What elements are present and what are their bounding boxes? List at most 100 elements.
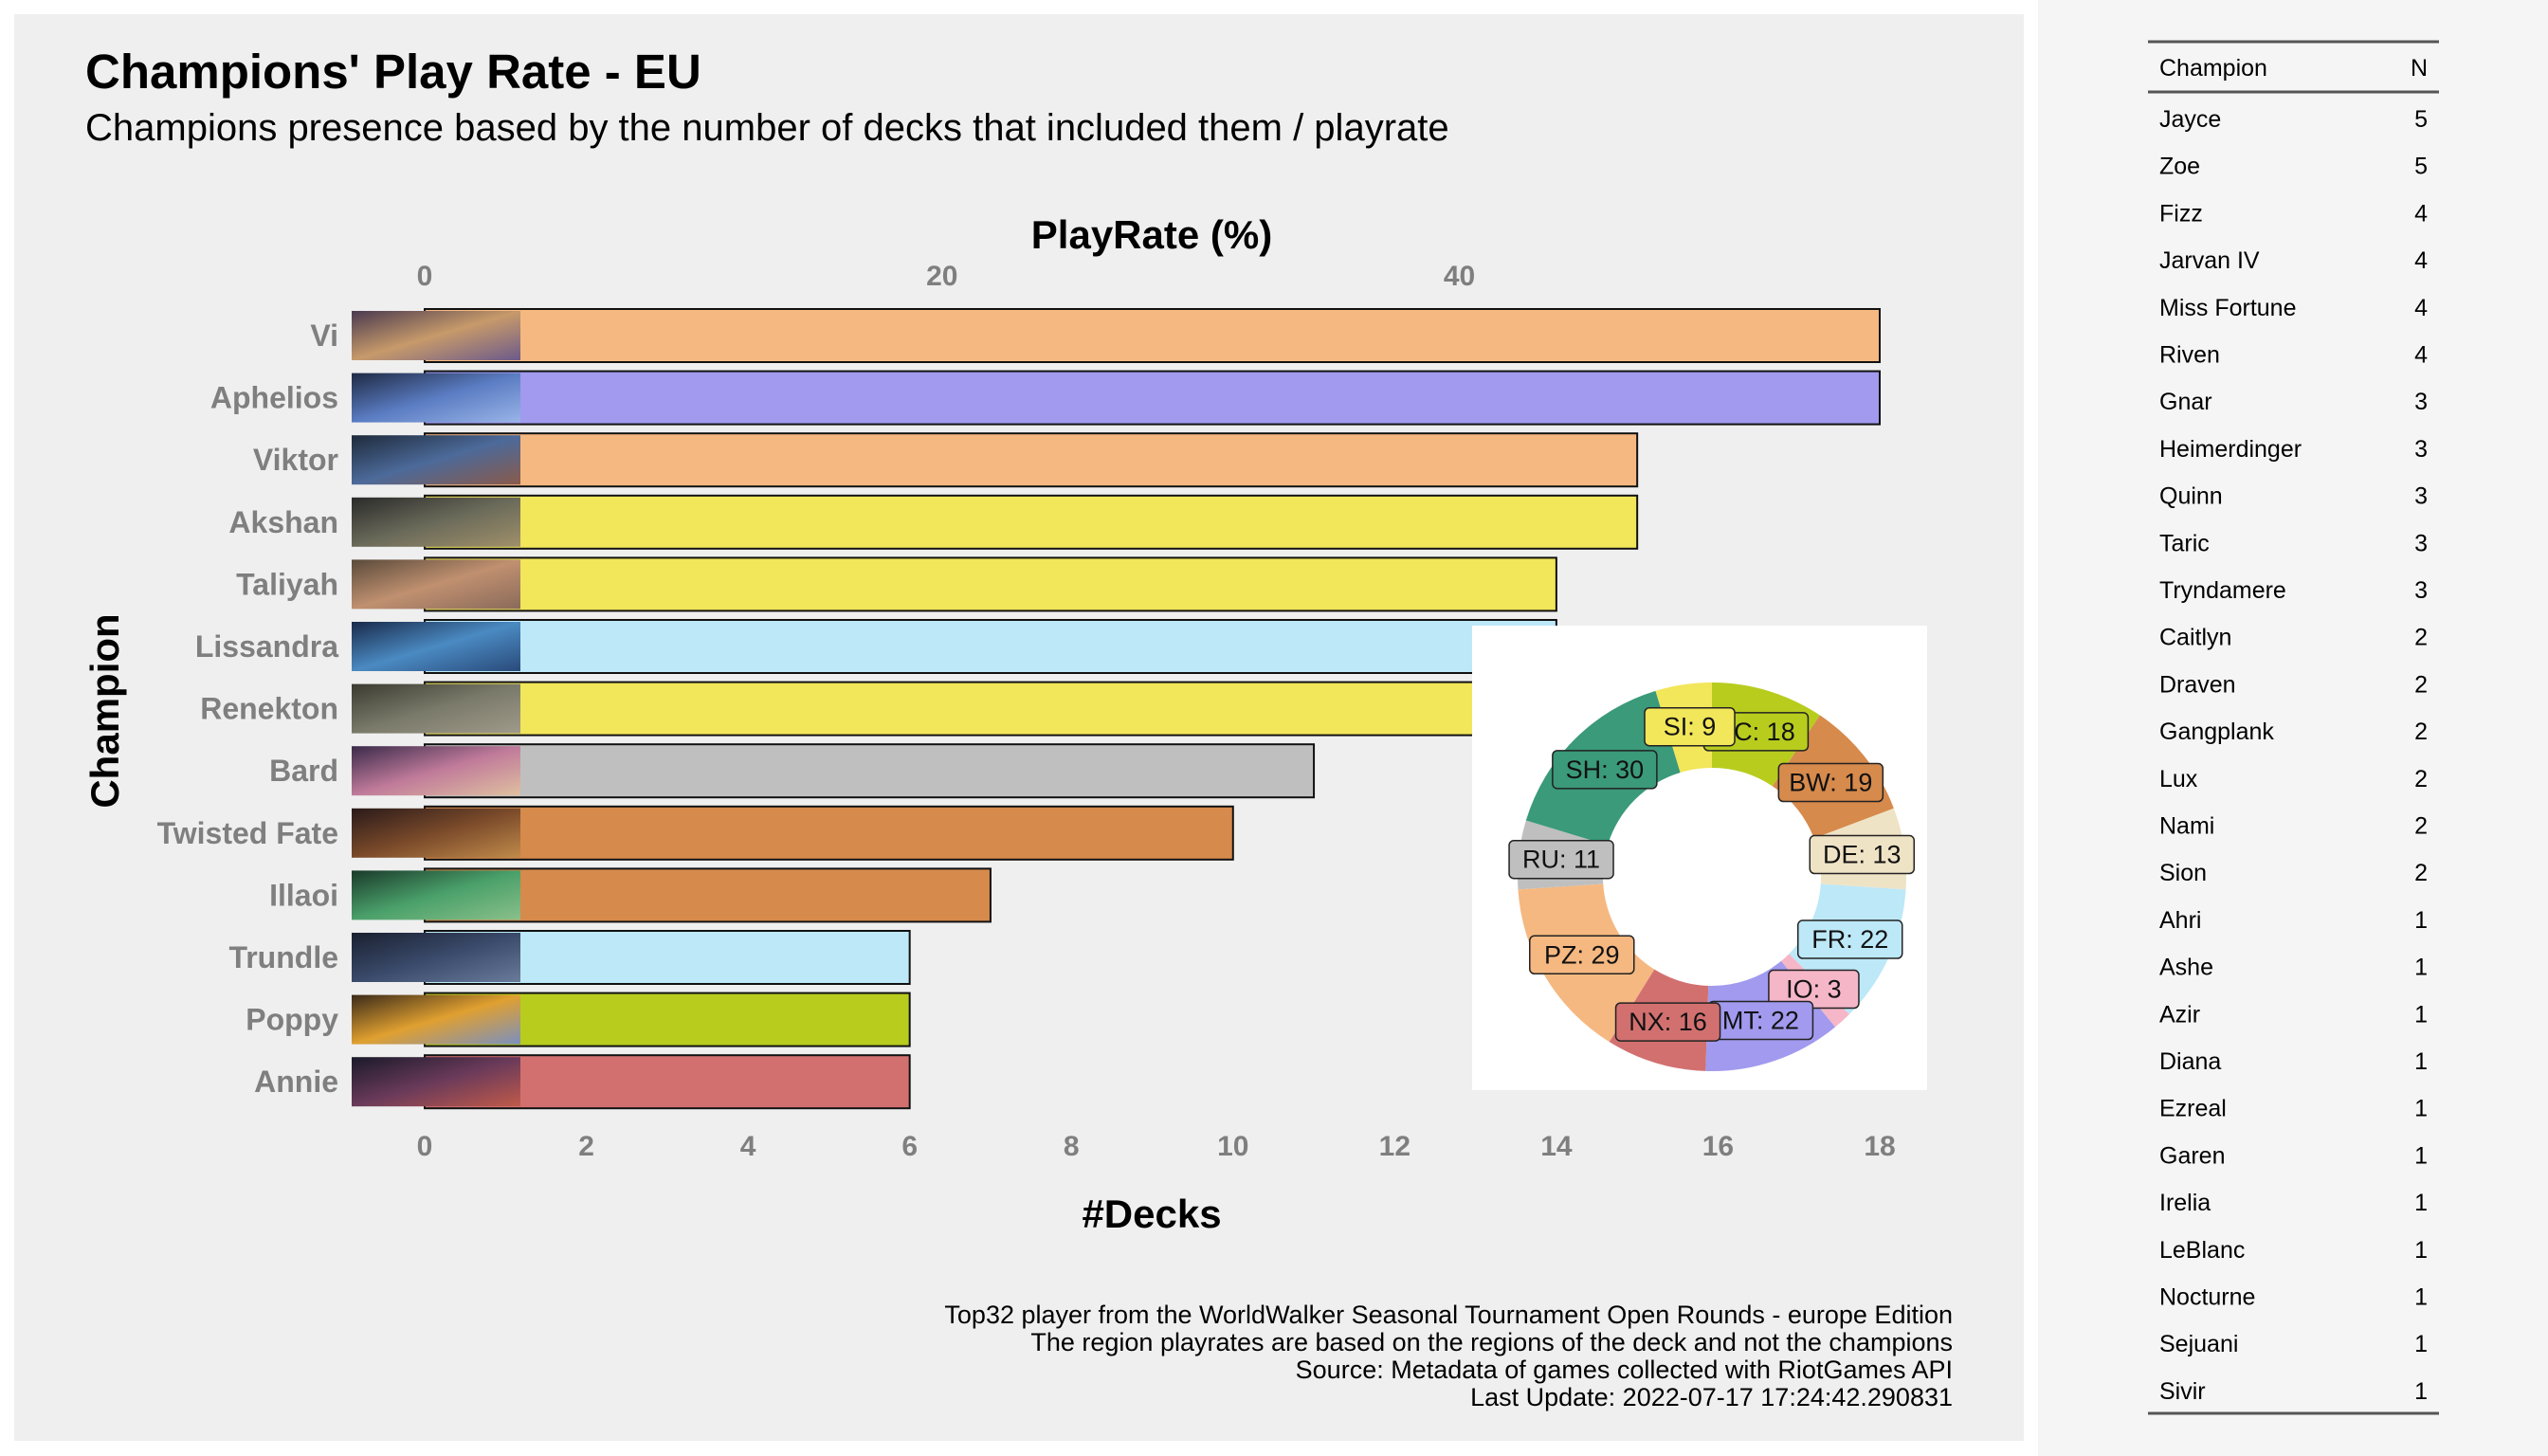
table-cell-champion: Heimerdinger bbox=[2159, 436, 2302, 463]
donut-label: BW: 19 bbox=[1789, 769, 1872, 797]
table-cell-champion: Garen bbox=[2159, 1142, 2225, 1169]
donut-label: RU: 11 bbox=[1522, 846, 1600, 874]
bar-akshan bbox=[424, 494, 1639, 550]
bar-taliyah bbox=[424, 556, 1557, 612]
category-label: Aphelios bbox=[210, 381, 338, 415]
table-cell-n: 1 bbox=[2414, 1331, 2428, 1357]
chart-title: Champions' Play Rate - EU bbox=[85, 45, 701, 99]
y-axis-title: Champion bbox=[82, 613, 127, 808]
table-cell-n: 2 bbox=[2414, 813, 2428, 840]
x-tick-label: 0 bbox=[417, 1131, 433, 1162]
champion-thumbnail bbox=[352, 683, 520, 734]
bar-renekton bbox=[424, 681, 1477, 737]
x-tick-label: 16 bbox=[1702, 1131, 1734, 1162]
table-header-n: N bbox=[2411, 55, 2428, 82]
table-cell-champion: Tryndamere bbox=[2159, 577, 2286, 604]
table-cell-n: 2 bbox=[2414, 766, 2428, 792]
table-cell-n: 4 bbox=[2414, 247, 2428, 274]
category-label: Viktor bbox=[253, 443, 338, 477]
category-label: Lissandra bbox=[195, 629, 338, 664]
x-tick-label: 12 bbox=[1379, 1131, 1410, 1162]
x-tick-label: 10 bbox=[1217, 1131, 1248, 1162]
table-cell-champion: Miss Fortune bbox=[2159, 295, 2296, 321]
x2-tick-label: 40 bbox=[1444, 261, 1475, 292]
table-cell-n: 1 bbox=[2414, 955, 2428, 981]
table-cell-champion: Nocturne bbox=[2159, 1284, 2255, 1311]
table-cell-champion: Jarvan IV bbox=[2159, 247, 2260, 274]
table-cell-n: 4 bbox=[2414, 200, 2428, 227]
table-cell-champion: Zoe bbox=[2159, 154, 2200, 180]
table-cell-n: 1 bbox=[2414, 1142, 2428, 1169]
donut-label-box bbox=[1508, 839, 1614, 880]
donut-label-box bbox=[1768, 969, 1860, 1010]
table-cell-n: 5 bbox=[2414, 154, 2428, 180]
x-axis-ticks: 0 2 4 6 8 10 12 14 16 18 bbox=[417, 1131, 1896, 1162]
champion-thumbnail bbox=[352, 994, 520, 1045]
table-cell-champion: Quinn bbox=[2159, 483, 2223, 510]
category-label: Vi bbox=[310, 318, 338, 353]
donut-label: PZ: 29 bbox=[1544, 940, 1620, 969]
table-header-champion: Champion bbox=[2159, 55, 2267, 82]
table-cell-n: 1 bbox=[2414, 907, 2428, 934]
chart-subtitle: Champions presence based by the number o… bbox=[85, 107, 1449, 149]
caption-line-2: The region playrates are based on the re… bbox=[1030, 1328, 1953, 1356]
champion-thumbnail bbox=[352, 746, 520, 796]
bar-aphelios bbox=[424, 370, 1881, 426]
donut-label-box bbox=[1644, 706, 1736, 747]
table-cell-champion: Ezreal bbox=[2159, 1096, 2227, 1122]
table-cell-champion: Jayce bbox=[2159, 106, 2221, 133]
x-tick-label: 2 bbox=[578, 1131, 594, 1162]
table-cell-champion: Riven bbox=[2159, 342, 2220, 369]
donut-label: IO: 3 bbox=[1786, 975, 1842, 1004]
table-cell-n: 1 bbox=[2414, 1378, 2428, 1405]
donut-label-box bbox=[1614, 1002, 1721, 1042]
category-labels: Vi Aphelios Viktor Akshan Taliyah Lissandra Re… bbox=[157, 318, 339, 1099]
donut-label-box bbox=[1796, 919, 1903, 959]
category-label: Illaoi bbox=[269, 878, 338, 912]
table-cell-n: 3 bbox=[2414, 436, 2428, 463]
champion-thumbnail bbox=[352, 808, 520, 858]
table-cell-n: 2 bbox=[2414, 671, 2428, 698]
x-tick-label: 6 bbox=[901, 1131, 918, 1162]
champion-thumbnail bbox=[352, 870, 520, 920]
table-cell-champion: Nami bbox=[2159, 813, 2214, 840]
category-label: Annie bbox=[254, 1065, 338, 1099]
table-cell-n: 5 bbox=[2414, 106, 2428, 133]
champion-thumbnail bbox=[352, 373, 520, 423]
champion-thumbnail bbox=[352, 497, 520, 547]
category-label: Akshan bbox=[228, 505, 338, 539]
x-tick-label: 14 bbox=[1540, 1131, 1573, 1162]
table-cell-n: 2 bbox=[2414, 625, 2428, 651]
table-cell-n: 3 bbox=[2414, 530, 2428, 556]
champion-table: Champion N Jayce 5 Zoe 5 Fizz 4 Jarvan IV 4 Miss… bbox=[2148, 40, 2439, 1415]
champion-thumbnail bbox=[352, 435, 520, 485]
table-cell-champion: Gnar bbox=[2159, 389, 2212, 415]
donut-label-box bbox=[1552, 750, 1658, 790]
x2-tick-label: 0 bbox=[417, 261, 433, 292]
table-cell-champion: Sivir bbox=[2159, 1378, 2206, 1405]
donut-label: SH: 30 bbox=[1566, 755, 1645, 784]
caption-line-4: Last Update: 2022-07-17 17:24:42.290831 bbox=[1470, 1383, 1953, 1411]
table-cell-n: 1 bbox=[2414, 1001, 2428, 1028]
table-cell-n: 1 bbox=[2414, 1096, 2428, 1122]
table-cell-champion: Fizz bbox=[2159, 200, 2203, 227]
table-cell-n: 2 bbox=[2414, 860, 2428, 886]
bar-vi bbox=[424, 308, 1881, 363]
champion-thumbnail bbox=[352, 1057, 520, 1107]
table-rows: Jayce 5 Zoe 5 Fizz 4 Jarvan IV 4 Miss Fortune 4 Ri… bbox=[2159, 106, 2428, 1405]
table-cell-n: 3 bbox=[2414, 389, 2428, 415]
bar-bard bbox=[424, 743, 1316, 799]
table-cell-champion: LeBlanc bbox=[2159, 1237, 2245, 1264]
x-axis-title: #Decks bbox=[1082, 1192, 1221, 1236]
table-cell-champion: Ashe bbox=[2159, 955, 2213, 981]
table-cell-n: 1 bbox=[2414, 1048, 2428, 1075]
champion-thumbnail bbox=[352, 311, 520, 360]
table-cell-champion: Draven bbox=[2159, 671, 2236, 698]
champion-thumbnail bbox=[352, 622, 520, 671]
category-label: Trundle bbox=[228, 940, 338, 974]
table-cell-n: 3 bbox=[2414, 577, 2428, 604]
table-cell-n: 1 bbox=[2414, 1190, 2428, 1216]
x2-axis-ticks: 0 20 40 bbox=[417, 261, 1476, 292]
table-cell-n: 1 bbox=[2414, 1284, 2428, 1311]
bar-series bbox=[352, 308, 1881, 1110]
